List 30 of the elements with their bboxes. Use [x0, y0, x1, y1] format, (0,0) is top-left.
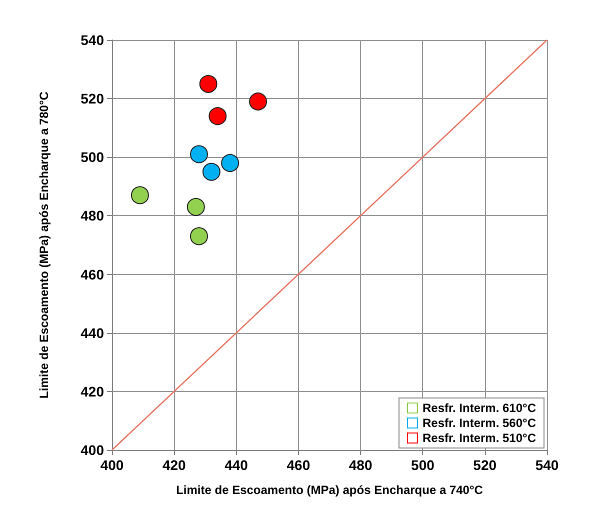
- point: [199, 74, 218, 93]
- x-tick-label: 440: [224, 457, 248, 473]
- point: [202, 162, 220, 181]
- x-axis-title: Limite de Escoamento (MPa) após Encharque a 740°C: [176, 483, 484, 497]
- y-tick-label: 500: [80, 149, 104, 166]
- y-tick-label: 540: [80, 32, 104, 48]
- y-tick-label: 480: [80, 208, 104, 224]
- y-axis-title: Limite de Escoamento (MPa) após Encharque a 780°C: [37, 91, 51, 398]
- y-tick-label: 400: [80, 442, 104, 458]
- point: [130, 186, 149, 204]
- x-tick-label: 500: [411, 457, 435, 473]
- legend-label: Resfr. Interm. 510°C: [422, 431, 536, 445]
- x-tick-label: 480: [348, 457, 372, 473]
- point: [249, 92, 268, 110]
- x-tick-label: 460: [286, 457, 310, 473]
- point: [190, 145, 208, 164]
- point: [190, 227, 208, 246]
- legend-label: Resfr. Interm. 610°C: [422, 401, 536, 415]
- point: [208, 107, 227, 126]
- x-tick-label: 540: [535, 457, 559, 473]
- y-tick-label: 460: [80, 266, 104, 282]
- point: [221, 154, 240, 172]
- y-tick-label: 440: [80, 324, 104, 341]
- x-tick-label: 400: [100, 457, 124, 473]
- y-tick-label: 420: [80, 383, 104, 400]
- y-tick-label: 520: [80, 90, 104, 107]
- x-tick-label: 520: [473, 457, 497, 473]
- x-tick-label: 420: [162, 457, 186, 473]
- legend-label: Resfr. Interm. 560°C: [422, 416, 536, 430]
- point: [186, 198, 205, 216]
